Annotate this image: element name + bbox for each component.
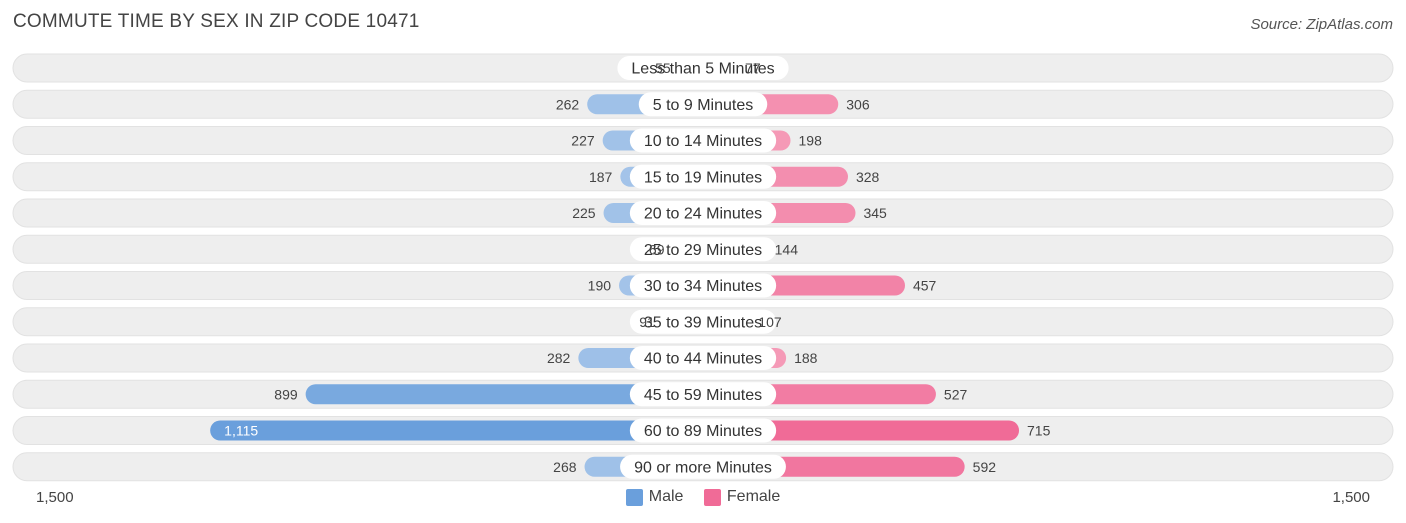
category-label: 10 to 14 Minutes [644, 133, 762, 150]
female-value-label: 345 [863, 205, 887, 221]
category-label: 5 to 9 Minutes [653, 97, 754, 114]
category-label: 60 to 89 Minutes [644, 423, 762, 440]
category-label-bg [629, 346, 777, 370]
category-label-bg [629, 201, 777, 225]
axis-right-label: 1,500 [1332, 489, 1370, 506]
female-value-label: 77 [745, 60, 761, 76]
male-value-label: 225 [572, 205, 596, 221]
category-label-bg [629, 273, 777, 298]
female-swatch [703, 488, 721, 506]
male-value-label: 282 [547, 350, 571, 366]
male-bar [305, 384, 703, 405]
category-label-bg [629, 309, 777, 334]
legend: Male Female [0, 488, 1406, 511]
category-label-bg [617, 56, 789, 80]
male-value-label: 268 [553, 459, 577, 475]
male-value-label: 899 [274, 386, 298, 402]
female-value-label: 592 [973, 459, 997, 475]
female-value-label: 328 [856, 169, 880, 185]
category-label: 45 to 59 Minutes [644, 387, 762, 404]
male-value-label: 1,115 [224, 423, 258, 439]
male-value-label: 55 [655, 60, 671, 76]
female-value-label: 107 [758, 314, 782, 330]
legend-item-female: Female [703, 488, 781, 506]
category-label-bg [629, 382, 777, 407]
chart-title: COMMUTE TIME BY SEX IN ZIP CODE 10471 [13, 11, 420, 32]
legend-male-label: Male [648, 488, 684, 505]
category-label-bg [620, 454, 786, 479]
category-label-bg [638, 92, 768, 117]
category-label: 20 to 24 Minutes [644, 206, 762, 223]
source-label: Source: ZipAtlas.com [1250, 16, 1393, 33]
category-label: 35 to 39 Minutes [644, 314, 762, 331]
legend-item-male: Male [625, 488, 684, 506]
male-swatch [625, 488, 643, 506]
category-label: 30 to 34 Minutes [644, 278, 762, 295]
female-bar [703, 420, 1020, 441]
category-label: 90 or more Minutes [634, 459, 772, 476]
female-value-label: 715 [1027, 423, 1051, 439]
category-label: 40 to 44 Minutes [644, 351, 762, 368]
category-label: 15 to 19 Minutes [644, 169, 762, 186]
axis-left-label: 1,500 [36, 489, 74, 506]
female-value-label: 188 [794, 350, 818, 366]
male-value-label: 91 [639, 314, 655, 330]
male-value-label: 262 [556, 96, 580, 112]
category-label-bg [629, 164, 777, 189]
male-bar [210, 420, 704, 441]
category-label: 25 to 29 Minutes [644, 242, 762, 259]
category-label-bg [629, 237, 777, 262]
category-label-bg [629, 128, 777, 153]
male-value-label: 69 [649, 241, 665, 257]
female-value-label: 527 [944, 386, 968, 402]
female-value-label: 457 [913, 278, 937, 294]
category-label-bg [629, 418, 777, 443]
female-value-label: 306 [846, 96, 870, 112]
male-value-label: 227 [571, 133, 595, 149]
female-value-label: 198 [799, 133, 823, 149]
legend-female-label: Female [726, 488, 781, 505]
category-label: Less than 5 Minutes [631, 61, 774, 78]
male-value-label: 190 [588, 278, 612, 294]
female-value-label: 144 [775, 241, 799, 257]
male-value-label: 187 [589, 169, 613, 185]
